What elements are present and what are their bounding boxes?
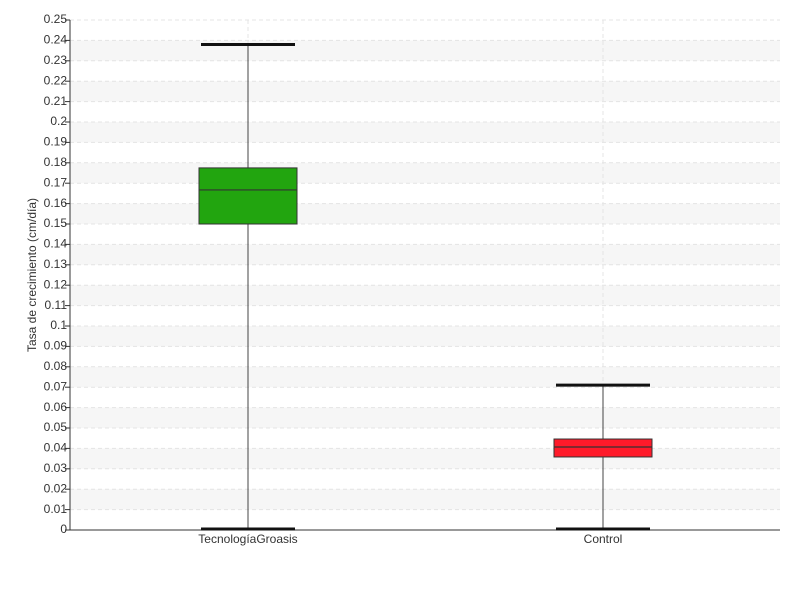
grid-band	[70, 162, 780, 184]
y-tick-label: 0	[60, 522, 67, 536]
grid-band	[70, 122, 780, 143]
y-tick-label: 0.22	[44, 73, 68, 87]
y-tick-label: 0.03	[44, 461, 68, 475]
y-tick-label: 0.25	[44, 12, 68, 26]
grid-band	[70, 366, 780, 388]
y-tick-label: 0.01	[44, 502, 68, 516]
y-tick-label: 0.15	[44, 216, 68, 230]
y-tick-label: 0.06	[44, 400, 68, 414]
grid-band	[70, 203, 780, 224]
grid-band	[70, 407, 780, 428]
y-tick-label: 0.07	[44, 379, 68, 393]
y-tick-label: 0.02	[44, 481, 68, 495]
y-tick-label: 0.21	[44, 94, 68, 108]
y-tick-label: 0.05	[44, 420, 68, 434]
y-tick-label: 0.24	[44, 33, 68, 47]
grid-band	[70, 81, 780, 102]
y-tick-label: 0.11	[45, 298, 68, 312]
grid-band	[70, 489, 780, 510]
y-axis-label: Tasa de crecimiento (cm/día)	[25, 198, 39, 352]
y-tick-label: 0.18	[44, 155, 68, 169]
y-tick-label: 0.17	[44, 175, 68, 189]
grid-band	[70, 40, 780, 61]
box	[198, 167, 298, 225]
y-tick-label: 0.23	[44, 53, 68, 67]
y-tick-label: 0.14	[44, 237, 68, 251]
grid-band	[70, 244, 780, 265]
y-tick-label: 0.13	[44, 257, 68, 271]
grid-band	[70, 448, 780, 469]
y-tick-label: 0.04	[44, 441, 68, 455]
y-tick-label: 0.08	[44, 359, 68, 373]
grid-band	[70, 285, 780, 306]
y-tick-label: 0.1	[50, 318, 67, 332]
x-tick-label: TecnologíaGroasis	[198, 532, 297, 546]
y-tick-label: 0.16	[44, 196, 68, 210]
box	[553, 438, 653, 458]
x-tick-label: Control	[584, 532, 623, 546]
y-tick-label: 0.19	[44, 135, 68, 149]
y-tick-label: 0.2	[50, 114, 67, 128]
y-tick-label: 0.12	[44, 277, 68, 291]
y-tick-label: 0.09	[44, 339, 68, 353]
grid-band	[70, 326, 780, 347]
